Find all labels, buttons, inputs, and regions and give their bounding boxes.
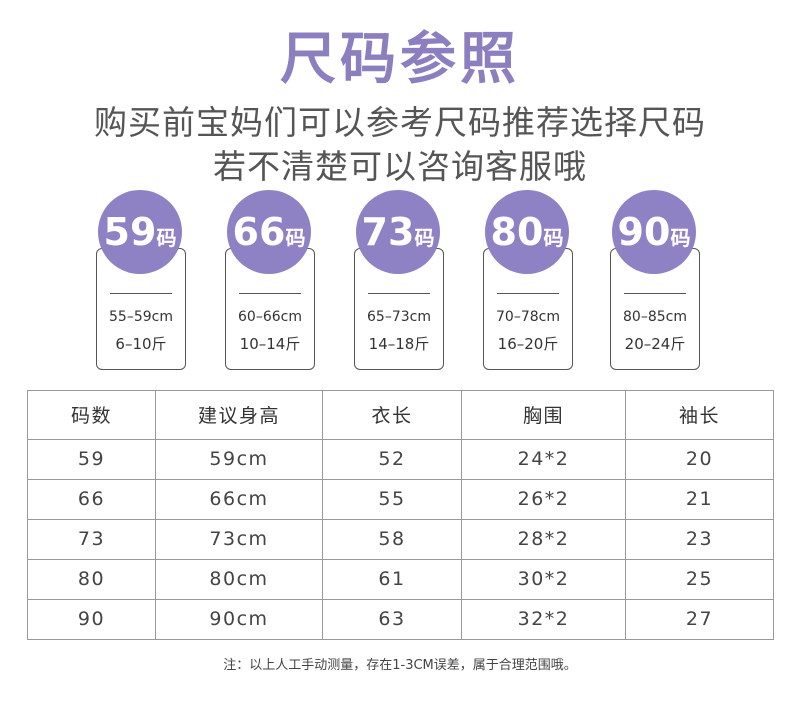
size-badge-unit: 码 xyxy=(156,226,177,250)
size-badge-number: 66 xyxy=(232,210,286,254)
cell-sleeve: 23 xyxy=(625,518,774,560)
card-weight-range: 14–18斤 xyxy=(368,335,430,353)
cell-size: 66 xyxy=(27,478,156,520)
size-badge-unit: 码 xyxy=(285,226,306,250)
size-badge-unit: 码 xyxy=(543,226,564,250)
cell-length: 55 xyxy=(322,478,462,520)
cell-sleeve: 27 xyxy=(625,598,774,641)
cell-chest: 28*2 xyxy=(461,518,626,560)
cell-size: 59 xyxy=(27,438,156,480)
cell-chest: 26*2 xyxy=(461,478,626,520)
card-height-range: 55–59cm xyxy=(109,309,173,325)
size-card-80: 70–78cm 16–20斤 xyxy=(483,248,573,370)
cell-height: 73cm xyxy=(155,518,323,560)
card-weight-range: 10–14斤 xyxy=(239,335,301,353)
size-badge-73: 73码 xyxy=(356,190,440,274)
cell-length: 63 xyxy=(322,598,462,641)
card-weight-range: 20–24斤 xyxy=(624,335,686,353)
table-row: 90 90cm 63 32*2 27 xyxy=(27,598,774,641)
size-badge-number: 90 xyxy=(617,210,671,254)
card-height-range: 65–73cm xyxy=(367,309,431,325)
cell-height: 90cm xyxy=(155,598,323,641)
header-sleeve: 袖长 xyxy=(625,390,774,440)
cell-size: 90 xyxy=(27,598,156,641)
card-weight-range: 6–10斤 xyxy=(115,335,167,353)
card-divider xyxy=(239,293,301,294)
size-card-73: 65–73cm 14–18斤 xyxy=(354,248,444,370)
header-length: 衣长 xyxy=(322,390,462,440)
table-row: 59 59cm 52 24*2 20 xyxy=(27,438,774,480)
size-badge-66: 66码 xyxy=(227,190,311,274)
table-header-row: 码数 建议身高 衣长 胸围 袖长 xyxy=(27,390,774,440)
cell-height: 66cm xyxy=(155,478,323,520)
card-height-range: 80–85cm xyxy=(623,309,687,325)
size-badge-number: 73 xyxy=(361,210,415,254)
card-divider xyxy=(497,293,559,294)
size-badge-90: 90码 xyxy=(612,190,696,274)
subtitle-line-2: 若不清楚可以咨询客服哦 xyxy=(213,147,587,186)
size-badge-number: 59 xyxy=(103,210,157,254)
cell-length: 61 xyxy=(322,558,462,600)
cell-height: 80cm xyxy=(155,558,323,600)
card-weight-range: 16–20斤 xyxy=(497,335,559,353)
header-size: 码数 xyxy=(27,390,156,440)
cell-size: 73 xyxy=(27,518,156,560)
cell-length: 58 xyxy=(322,518,462,560)
size-table: 码数 建议身高 衣长 胸围 袖长 59 59cm 52 24*2 20 66 6… xyxy=(27,390,774,641)
size-badge-59: 59码 xyxy=(98,190,182,274)
size-badge-unit: 码 xyxy=(414,226,435,250)
card-divider xyxy=(368,293,430,294)
size-badge-80: 80码 xyxy=(485,190,569,274)
subtitle-line-1: 购买前宝妈们可以参考尺码推荐选择尺码 xyxy=(94,103,706,142)
cell-length: 52 xyxy=(322,438,462,480)
cell-sleeve: 25 xyxy=(625,558,774,600)
table-row: 66 66cm 55 26*2 21 xyxy=(27,478,774,520)
header-height: 建议身高 xyxy=(155,390,323,440)
cell-sleeve: 20 xyxy=(625,438,774,480)
size-badge-number: 80 xyxy=(490,210,544,254)
card-height-range: 60–66cm xyxy=(238,309,302,325)
cell-height: 59cm xyxy=(155,438,323,480)
card-divider xyxy=(110,293,172,294)
cell-size: 80 xyxy=(27,558,156,600)
cell-chest: 30*2 xyxy=(461,558,626,600)
card-height-range: 70–78cm xyxy=(496,309,560,325)
table-row: 73 73cm 58 28*2 23 xyxy=(27,518,774,560)
card-divider xyxy=(624,293,686,294)
size-badge-unit: 码 xyxy=(670,226,691,250)
page-title: 尺码参照 xyxy=(280,27,520,92)
header-chest: 胸围 xyxy=(461,390,626,440)
table-row: 80 80cm 61 30*2 25 xyxy=(27,558,774,600)
cell-chest: 32*2 xyxy=(461,598,626,641)
cell-chest: 24*2 xyxy=(461,438,626,480)
cell-sleeve: 21 xyxy=(625,478,774,520)
measurement-note: 注：以上人工手动测量，存在1-3CM误差，属于合理范围哦。 xyxy=(223,658,577,673)
